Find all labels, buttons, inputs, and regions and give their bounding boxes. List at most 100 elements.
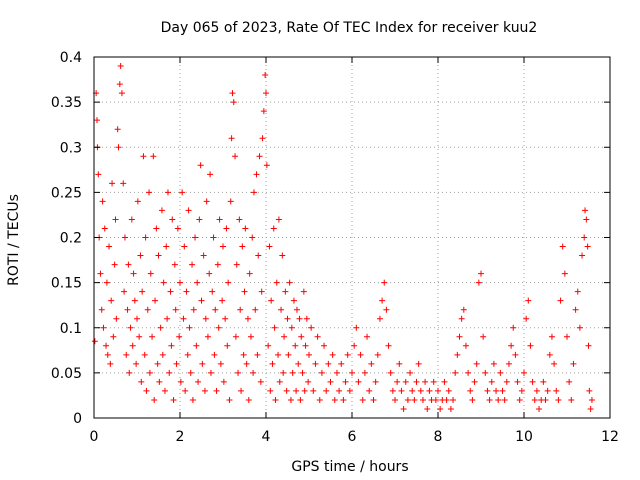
data-point	[471, 378, 478, 385]
data-point	[140, 153, 147, 160]
data-point	[233, 261, 240, 268]
data-point	[308, 324, 315, 331]
data-point	[586, 387, 593, 394]
data-point	[469, 396, 476, 403]
data-point	[253, 171, 260, 178]
data-point	[568, 396, 575, 403]
data-point	[139, 288, 146, 295]
data-point	[154, 360, 161, 367]
data-point	[101, 225, 108, 232]
data-point	[159, 351, 166, 358]
data-point	[151, 396, 158, 403]
grid-lines	[94, 57, 610, 418]
data-point	[486, 396, 493, 403]
y-tick-label: 0.35	[51, 95, 82, 111]
data-point	[447, 405, 454, 412]
data-point	[340, 396, 347, 403]
data-point	[258, 288, 265, 295]
data-point	[546, 351, 553, 358]
data-point	[130, 270, 137, 277]
data-point	[123, 351, 130, 358]
data-point	[299, 369, 306, 376]
data-point	[359, 396, 366, 403]
data-point	[505, 360, 512, 367]
data-point	[250, 369, 257, 376]
data-point	[437, 405, 444, 412]
data-point	[493, 387, 500, 394]
data-point	[172, 306, 179, 313]
data-point	[450, 396, 457, 403]
y-tick-label: 0.15	[51, 276, 82, 292]
data-point	[141, 351, 148, 358]
data-point	[488, 378, 495, 385]
data-point	[118, 90, 125, 97]
data-point	[250, 189, 257, 196]
data-point	[564, 333, 570, 340]
data-point	[223, 225, 230, 232]
data-point	[225, 279, 232, 286]
data-point	[157, 324, 164, 331]
data-point	[283, 387, 290, 394]
data-point	[249, 234, 256, 241]
data-point	[183, 288, 190, 295]
data-point	[213, 387, 220, 394]
data-point	[133, 360, 140, 367]
data-point	[521, 369, 527, 376]
data-point	[542, 396, 549, 403]
data-point	[419, 396, 426, 403]
data-point	[217, 360, 224, 367]
data-point	[216, 216, 223, 223]
data-point	[292, 342, 299, 349]
data-point	[246, 270, 253, 277]
data-point	[551, 360, 558, 367]
data-point	[91, 338, 98, 345]
data-point	[194, 279, 201, 286]
data-point	[364, 333, 371, 340]
data-point	[100, 324, 107, 331]
data-point	[236, 216, 243, 223]
data-point	[269, 360, 276, 367]
data-point	[276, 378, 283, 385]
data-point	[422, 378, 429, 385]
x-axis-label: GPS time / hours	[291, 459, 408, 475]
data-point	[272, 396, 279, 403]
data-point	[164, 315, 171, 322]
data-point	[300, 288, 307, 295]
data-point	[303, 315, 310, 322]
data-point	[99, 198, 106, 205]
data-point	[207, 171, 214, 178]
data-point	[559, 243, 566, 250]
data-point	[155, 252, 162, 259]
data-point	[263, 90, 269, 97]
data-point	[270, 225, 277, 232]
x-tick-label: 4	[262, 429, 271, 445]
data-point	[400, 405, 407, 412]
data-point	[117, 63, 124, 70]
data-point	[325, 360, 332, 367]
data-point	[289, 369, 296, 376]
data-point	[316, 396, 323, 403]
data-point	[129, 342, 136, 349]
data-point	[219, 297, 226, 304]
data-point	[207, 369, 214, 376]
data-point	[245, 396, 252, 403]
data-point	[97, 270, 104, 277]
data-point	[174, 225, 181, 232]
data-point	[281, 333, 288, 340]
data-point	[271, 324, 278, 331]
data-point	[222, 315, 229, 322]
data-point	[211, 351, 218, 358]
data-point	[323, 387, 330, 394]
data-point	[310, 387, 317, 394]
data-point	[252, 306, 259, 313]
data-point	[134, 315, 140, 322]
y-tick-label: 0.3	[60, 140, 82, 156]
data-point	[121, 288, 128, 295]
data-point	[579, 252, 586, 259]
data-point	[229, 90, 236, 97]
data-point	[333, 369, 340, 376]
data-point	[143, 387, 150, 394]
y-axis-ticks: 0 0.05 0.1 0.15 0.2 0.25 0.3 0.35 0.4	[51, 50, 610, 427]
data-point	[415, 360, 422, 367]
y-tick-label: 0.2	[60, 231, 82, 247]
